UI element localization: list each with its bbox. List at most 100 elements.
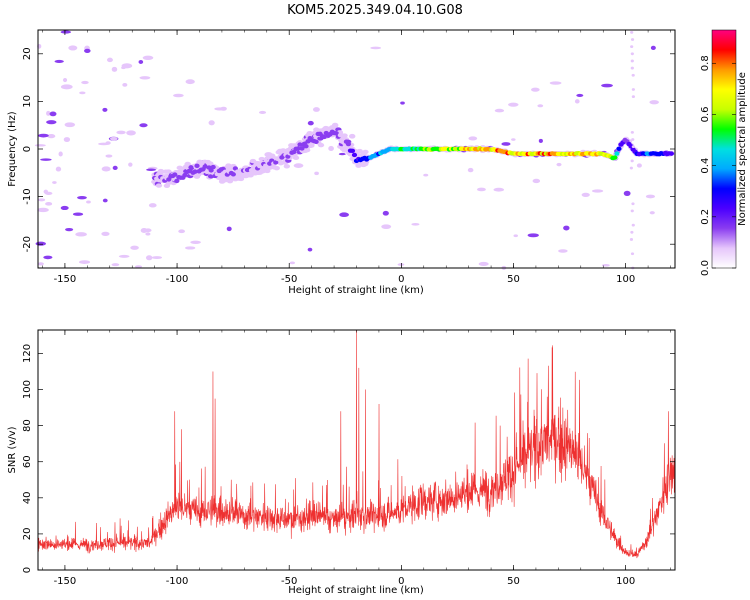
heatmap-cell	[333, 131, 339, 136]
heatmap-cell	[63, 137, 71, 143]
heatmap-cell	[630, 38, 635, 41]
x-tick-label: 0	[398, 576, 404, 587]
heatmap-cell	[116, 130, 126, 135]
heatmap-cell	[78, 260, 91, 264]
heatmap-cell	[98, 142, 110, 146]
heatmap-cell	[631, 138, 635, 141]
heatmap-cell	[208, 168, 214, 173]
heatmap-cell	[362, 149, 369, 155]
heatmap-cell	[601, 83, 613, 88]
heatmap-cell	[202, 164, 208, 169]
spectrogram-plot-area	[38, 30, 675, 268]
heatmap-cell	[411, 223, 420, 226]
heatmap-cell	[68, 45, 78, 51]
heatmap-cell	[623, 190, 631, 196]
y-tick-label: 20	[22, 528, 33, 541]
heatmap-cell	[328, 145, 334, 152]
heatmap-cell	[321, 134, 327, 140]
snr-ticks: -150 -100 -50 0 50 100 0 20 40 60 80 100 120	[22, 330, 675, 587]
heatmap-cell	[185, 246, 196, 250]
heatmap-cell	[630, 159, 634, 163]
heatmap-cell	[139, 76, 151, 80]
heatmap-cell	[34, 144, 46, 147]
heatmap-cell	[146, 168, 156, 172]
heatmap-cell	[118, 254, 130, 258]
heatmap-cell	[60, 84, 73, 90]
heatmap-cell	[349, 148, 356, 153]
heatmap-cell	[558, 249, 568, 253]
heatmap-cell	[188, 165, 194, 170]
heatmap-cell	[501, 142, 511, 146]
heatmap-cell	[111, 263, 120, 267]
heatmap-cell	[549, 81, 562, 85]
y-tick-label: 10	[22, 95, 33, 108]
spectrogram-y-axis-label: Frequency (Hz)	[7, 111, 18, 187]
heatmap-cell	[232, 166, 238, 171]
heatmap-cell	[341, 133, 348, 138]
heatmap-cell	[190, 240, 201, 245]
heatmap-cell	[273, 165, 280, 171]
heatmap-cell	[338, 152, 346, 156]
heatmap-cell	[220, 106, 227, 111]
colorbar-tick-label: 0.4	[700, 158, 711, 174]
heatmap-cell	[295, 146, 301, 151]
heatmap-cell	[314, 171, 319, 176]
heatmap-cell	[631, 145, 635, 149]
heatmap-cell	[49, 111, 57, 117]
heatmap-cell	[35, 241, 46, 246]
heatmap-cell	[629, 166, 633, 170]
heatmap-cell	[46, 120, 57, 125]
heatmap-cell	[128, 162, 133, 167]
heatmap-cell	[77, 195, 87, 200]
heatmap-cell	[43, 255, 53, 260]
heatmap-cell	[148, 203, 157, 208]
heatmap-cell	[130, 245, 139, 250]
heatmap-cell	[37, 198, 46, 202]
heatmap-cell	[72, 212, 84, 216]
heatmap-cell	[576, 93, 584, 98]
heatmap-cell	[630, 209, 634, 213]
heatmap-cell	[293, 163, 304, 168]
heatmap-cell	[511, 138, 516, 141]
x-tick-label: -100	[166, 274, 189, 285]
heatmap-cell	[134, 265, 143, 268]
heatmap-cell	[636, 163, 642, 168]
heatmap-cell	[102, 107, 108, 112]
colorbar-ticks: 0.0 0.2 0.4 0.6 0.8	[700, 55, 736, 276]
heatmap-cell	[106, 57, 113, 63]
heatmap-cell	[306, 130, 313, 136]
heatmap-cell	[297, 142, 303, 147]
heatmap-cell	[111, 66, 118, 72]
heatmap-cell	[382, 210, 389, 216]
y-tick-label: 100	[22, 380, 33, 399]
heatmap-cell	[79, 91, 86, 95]
heatmap-cell	[307, 120, 314, 126]
heatmap-cell	[186, 168, 192, 174]
y-tick-label: 120	[22, 344, 33, 363]
heatmap-cell	[237, 176, 245, 182]
heatmap-cell	[527, 233, 539, 238]
y-tick-label: 60	[22, 455, 33, 468]
x-tick-label: -150	[54, 274, 77, 285]
heatmap-cell	[631, 223, 635, 227]
snr-panel: -150 -100 -50 0 50 100 0 20 40 60 80 100 120 Height …	[7, 329, 676, 596]
heatmap-cell	[614, 151, 620, 156]
colorbar-tick-label: 0.6	[700, 106, 711, 122]
heatmap-cell	[101, 166, 111, 172]
heatmap-cell	[58, 151, 63, 157]
heatmap-cell	[601, 264, 610, 267]
heatmap-cell	[263, 163, 269, 168]
heatmap-cell	[468, 136, 478, 141]
heatmap-cell	[630, 252, 635, 256]
heatmap-cell	[537, 104, 544, 108]
x-tick-label: 100	[616, 274, 635, 285]
heatmap-cell	[226, 226, 232, 232]
heatmap-cell	[494, 108, 505, 113]
heatmap-cell	[317, 142, 325, 148]
heatmap-cell	[122, 82, 128, 87]
heatmap-cell	[37, 207, 49, 213]
x-tick-label: 100	[616, 576, 635, 587]
heatmap-cell	[64, 122, 76, 128]
